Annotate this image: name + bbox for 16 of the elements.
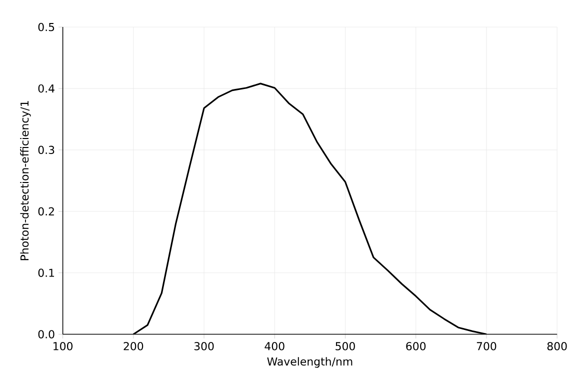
x-tick-label: 400	[264, 342, 284, 350]
x-tick-label: 100	[54, 342, 73, 350]
x-tick-label: 600	[406, 342, 426, 350]
y-tick-label: 0.3	[38, 146, 54, 154]
x-tick-label: 800	[547, 342, 567, 350]
y-tick-label: 0.5	[38, 22, 54, 32]
y-tick-label: 0.1	[38, 268, 54, 277]
x-tick-label: 500	[336, 342, 355, 350]
y-axis-title: Photon-detection-efficiency/1	[20, 101, 31, 260]
x-tick-label: 200	[124, 342, 144, 350]
y-tick-label: 0.4	[38, 84, 54, 93]
x-tick-label: 700	[476, 342, 496, 350]
y-tick-label: 0.0	[38, 330, 54, 338]
x-tick-label: 300	[194, 342, 214, 350]
y-tick-label: 0.2	[38, 207, 54, 216]
x-axis-title: Wavelength/nm	[267, 357, 352, 368]
